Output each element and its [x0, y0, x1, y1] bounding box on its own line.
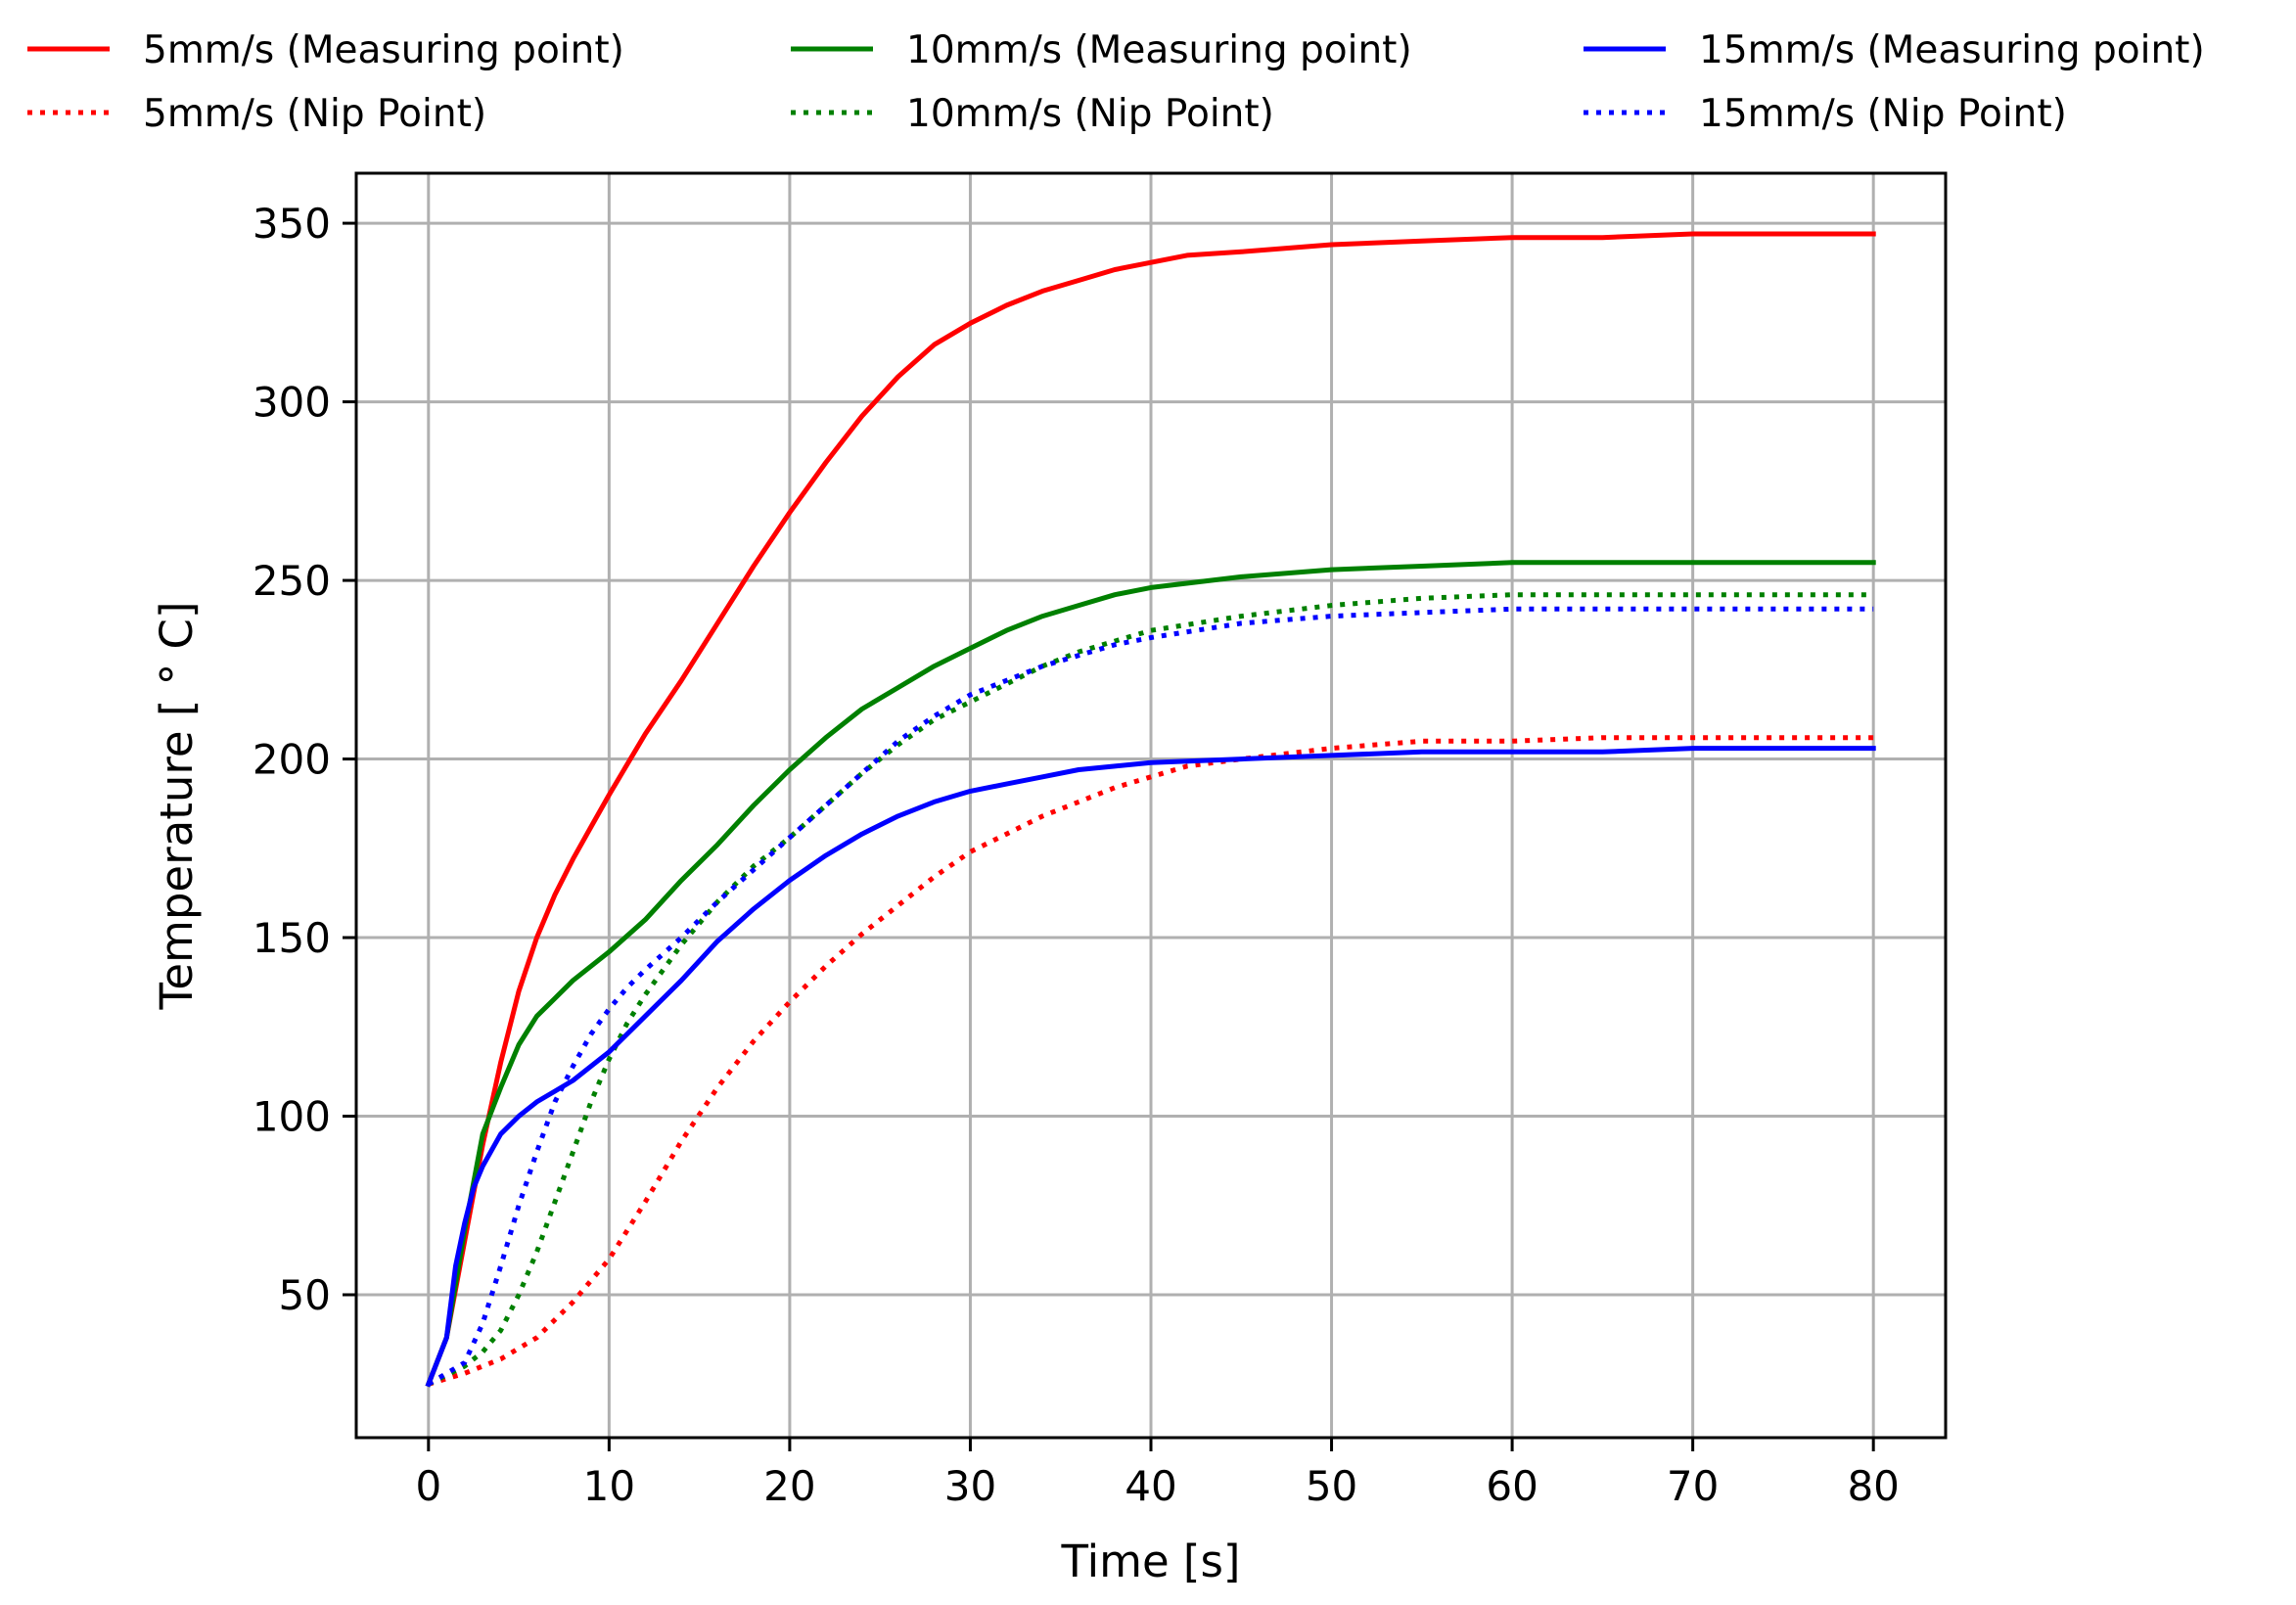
- legend-label-2: 5mm/s (Nip Point): [143, 92, 486, 136]
- legend: 5mm/s (Measuring point) 5mm/s (Nip Point)…: [27, 28, 2205, 136]
- legend-label-3: 10mm/s (Measuring point): [906, 28, 1412, 72]
- series-line-4: [427, 592, 1874, 1387]
- x-axis-label: Time [s]: [1061, 1536, 1241, 1587]
- x-tick-label: 60: [1486, 1462, 1538, 1510]
- y-tick-label: 100: [253, 1093, 331, 1141]
- legend-label-1: 5mm/s (Measuring point): [143, 28, 624, 72]
- x-tick-label: 0: [415, 1462, 441, 1510]
- y-tick-label: 200: [253, 736, 331, 784]
- series-line-3: [425, 560, 1876, 1388]
- y-axis-label: Temperature [ ° C]: [151, 602, 203, 1011]
- y-tick-label: 150: [253, 914, 331, 962]
- y-tick-label: 300: [253, 379, 331, 427]
- legend-label-4: 10mm/s (Nip Point): [906, 92, 1274, 136]
- x-tick-label: 50: [1306, 1462, 1357, 1510]
- plot-lines: [425, 231, 1876, 1388]
- y-tick-label: 50: [279, 1271, 331, 1319]
- x-tick-label: 40: [1125, 1462, 1176, 1510]
- y-tick-label: 250: [253, 557, 331, 605]
- x-tick-label: 20: [763, 1462, 815, 1510]
- series-line-1: [425, 231, 1876, 1388]
- legend-label-5: 15mm/s (Measuring point): [1699, 28, 2205, 72]
- x-tick-label: 30: [944, 1462, 996, 1510]
- x-tick-label: 80: [1847, 1462, 1899, 1510]
- legend-label-6: 15mm/s (Nip Point): [1699, 92, 2067, 136]
- y-tick-label: 350: [253, 200, 331, 248]
- series-line-5: [425, 746, 1876, 1388]
- series-line-6: [427, 606, 1874, 1387]
- axis-ticks: 0 10 20 30 40 50 60 70 80 50 100 150 200 250 300 350: [253, 200, 1900, 1510]
- x-tick-label: 70: [1667, 1462, 1719, 1510]
- x-tick-label: 10: [583, 1462, 635, 1510]
- series-line-2: [428, 735, 1874, 1387]
- grid: [356, 173, 1946, 1438]
